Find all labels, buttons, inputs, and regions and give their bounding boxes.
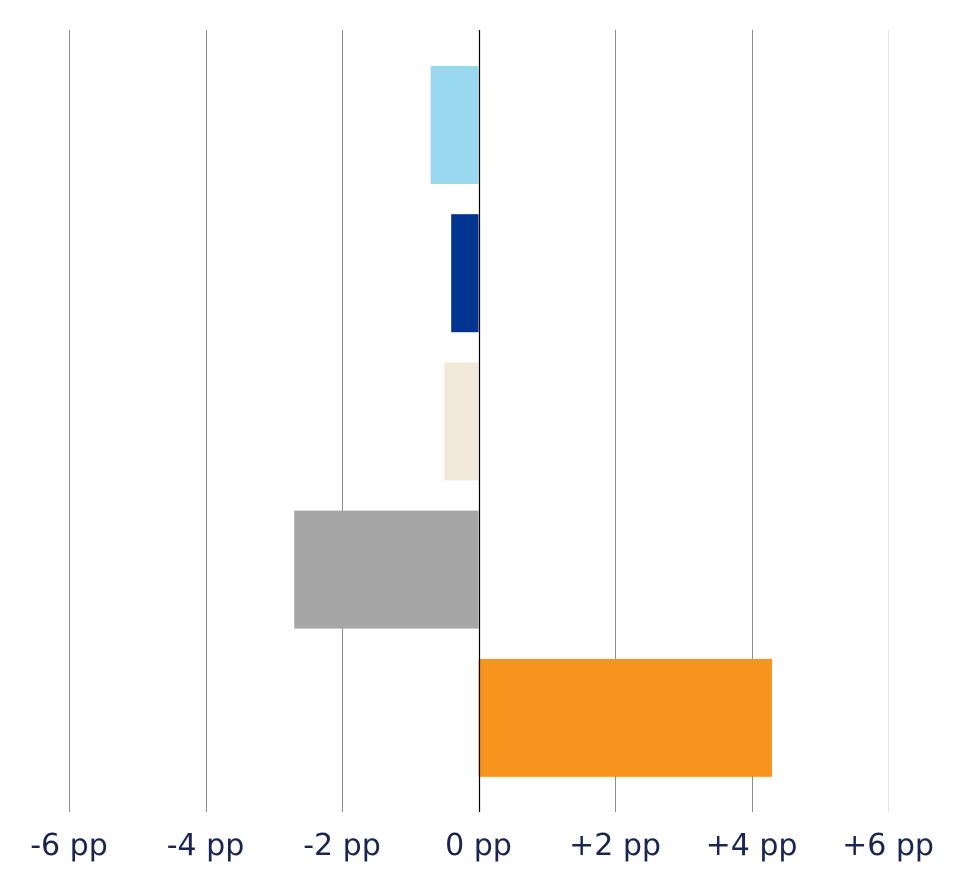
x-tick-label: -6 pp (30, 828, 108, 863)
x-tick-label: +6 pp (842, 828, 934, 863)
bar (451, 214, 478, 332)
x-tick-label: +4 pp (706, 828, 798, 863)
x-tick-labels: -6 pp -4 pp -2 pp 0 pp +2 pp +4 pp +6 pp (30, 828, 934, 863)
x-tick-label: 0 pp (445, 828, 512, 863)
bar (431, 66, 479, 184)
x-tick-label: -4 pp (167, 828, 245, 863)
x-tick-label: +2 pp (569, 828, 661, 863)
bar (444, 362, 478, 480)
bar (294, 511, 478, 629)
bars (294, 66, 772, 777)
bar (479, 659, 772, 777)
x-tick-label: -2 pp (303, 828, 381, 863)
